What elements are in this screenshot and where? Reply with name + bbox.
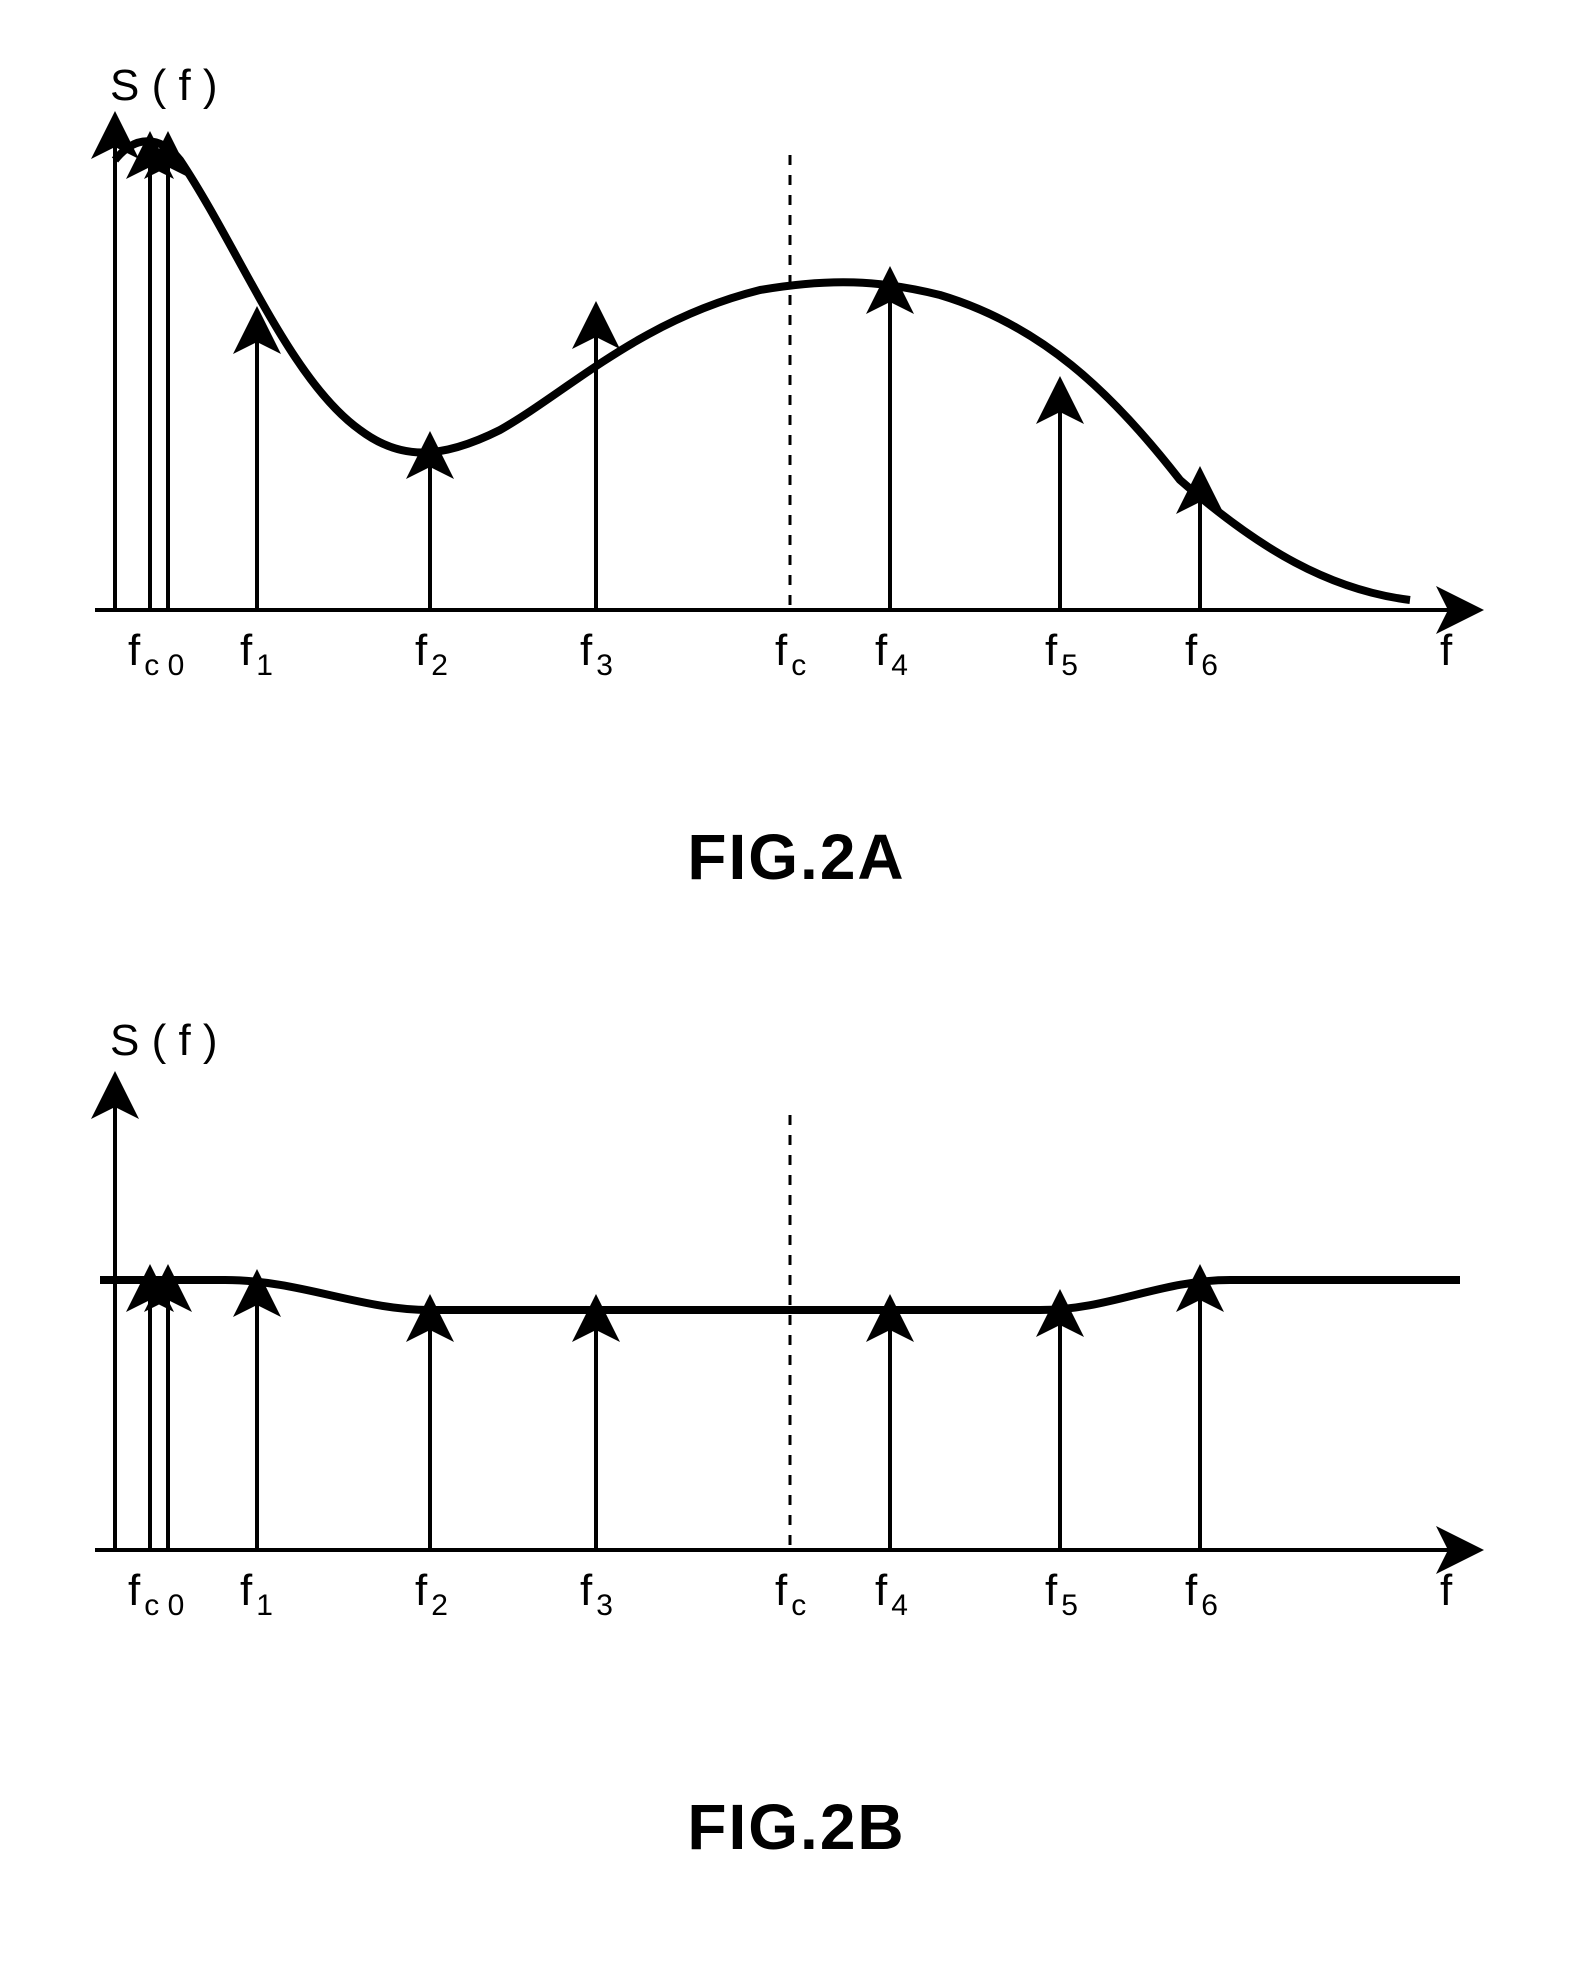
tick-fc0: fc 0 <box>128 626 184 682</box>
spectrum-curve-b <box>100 1280 1460 1310</box>
tick-f2: f2 <box>415 1566 448 1622</box>
figure-2a: S ( f ) f fc 0 f1 f2 f3 fc f4 f5 f6 <box>0 60 1593 740</box>
x-axis-label: f <box>1440 1566 1453 1615</box>
figure-2b-caption: FIG.2B <box>0 1790 1593 1864</box>
y-axis-label: S ( f ) <box>110 61 218 110</box>
tick-fc: fc <box>775 1566 806 1622</box>
tick-f4: f4 <box>875 626 908 682</box>
tick-fc: fc <box>775 626 806 682</box>
figure-2b: S ( f ) f fc 0 f1 f2 f3 fc f4 f5 f6 <box>0 1000 1593 1680</box>
y-axis-label: S ( f ) <box>110 1016 218 1065</box>
tick-f1: f1 <box>240 1566 273 1622</box>
tick-f6: f6 <box>1185 626 1218 682</box>
tick-f5: f5 <box>1045 626 1078 682</box>
tick-f2: f2 <box>415 626 448 682</box>
figure-2a-svg: S ( f ) f fc 0 f1 f2 f3 fc f4 f5 f6 <box>0 60 1593 740</box>
spectrum-curve-a <box>115 141 1410 600</box>
tick-f6: f6 <box>1185 1566 1218 1622</box>
figure-2a-caption: FIG.2A <box>0 820 1593 894</box>
tick-f1: f1 <box>240 626 273 682</box>
tick-f3: f3 <box>580 626 613 682</box>
tick-fc0: fc 0 <box>128 1566 184 1622</box>
figure-2b-svg: S ( f ) f fc 0 f1 f2 f3 fc f4 f5 f6 <box>0 1000 1593 1680</box>
x-axis-label: f <box>1440 626 1453 675</box>
tick-f5: f5 <box>1045 1566 1078 1622</box>
tick-f4: f4 <box>875 1566 908 1622</box>
tick-f3: f3 <box>580 1566 613 1622</box>
